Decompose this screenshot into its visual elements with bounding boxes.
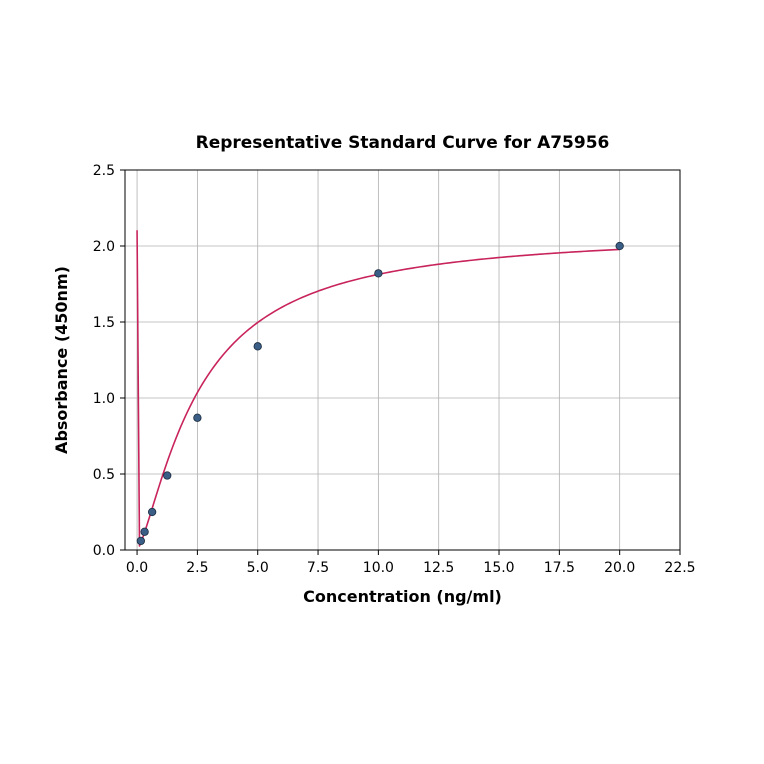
ytick-label: 2.5 (93, 163, 115, 179)
chart-container: 0.0 2.5 5.0 7.5 10.0 12.5 15.0 17.5 20.0 22.5 0.0 0… (0, 0, 764, 764)
data-point (194, 414, 202, 422)
data-point (137, 537, 145, 545)
xtick-label: 12.5 (423, 560, 454, 576)
x-axis-label: Concentration (ng/ml) (303, 587, 502, 606)
xtick-label: 15.0 (483, 560, 514, 576)
xtick-label: 20.0 (604, 560, 635, 576)
xtick-label: 5.0 (247, 560, 269, 576)
data-point (163, 472, 171, 480)
chart-title: Representative Standard Curve for A75956 (196, 133, 610, 153)
ytick-label: 1.5 (93, 315, 115, 331)
ytick-label: 0.0 (93, 543, 115, 559)
data-point (141, 528, 149, 536)
data-point (375, 270, 383, 278)
xtick-label: 22.5 (664, 560, 695, 576)
xtick-label: 10.0 (363, 560, 394, 576)
xtick-label: 0.0 (126, 560, 148, 576)
xtick-label: 7.5 (307, 560, 329, 576)
xtick-label: 2.5 (186, 560, 208, 576)
data-point (148, 508, 156, 516)
y-axis-label: Absorbance (450nm) (52, 266, 71, 454)
data-point (616, 242, 624, 250)
ytick-label: 1.0 (93, 391, 115, 407)
data-point (254, 343, 262, 351)
ytick-label: 2.0 (93, 239, 115, 255)
ytick-label: 0.5 (93, 467, 115, 483)
chart-svg: 0.0 2.5 5.0 7.5 10.0 12.5 15.0 17.5 20.0 22.5 0.0 0… (0, 0, 764, 764)
xtick-label: 17.5 (544, 560, 575, 576)
